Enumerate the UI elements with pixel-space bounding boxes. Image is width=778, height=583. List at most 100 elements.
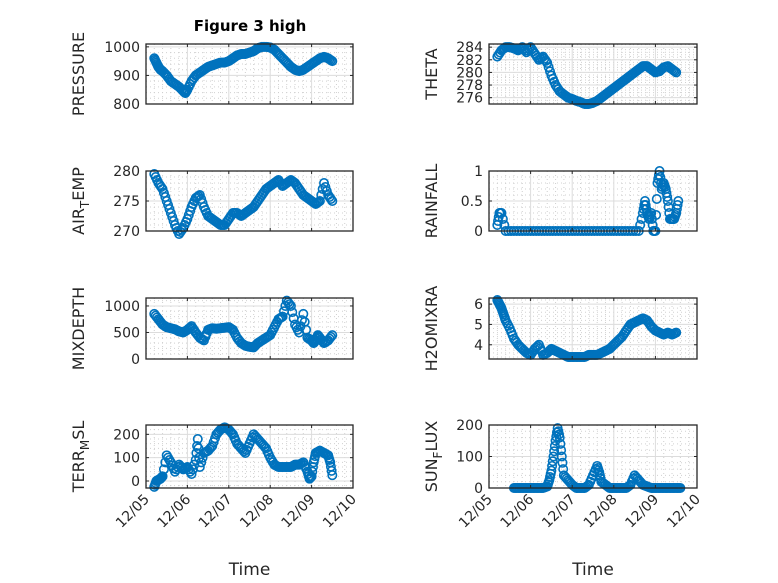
data-point [306, 471, 317, 482]
data-point [540, 55, 551, 66]
data-point [651, 210, 662, 221]
data-point [237, 444, 248, 455]
x-tick-label: 12/06 [498, 491, 538, 531]
data-point [327, 330, 338, 341]
data-point [205, 442, 216, 453]
x-axis-label: Time [571, 560, 614, 580]
data-markers [149, 41, 338, 99]
subplot-mixdepth: 0 500 1000 MIXDEPTH [69, 287, 354, 370]
y-tick-label: 0 [474, 224, 483, 240]
y-axis-label: MIXDEPTH [69, 287, 88, 370]
data-point [187, 464, 198, 475]
y-tick-label: 100 [456, 450, 483, 466]
y-tick-label: 1000 [104, 40, 140, 56]
y-tick-label: 800 [113, 97, 140, 113]
data-point [557, 457, 568, 468]
data-point [547, 460, 558, 471]
data-point [189, 459, 200, 470]
data-point [327, 56, 338, 67]
subplot-pressure: 800 900 1000 PRESSURE [69, 32, 354, 116]
x-tick-label: 12/07 [196, 492, 236, 532]
y-tick-label: 0 [474, 481, 483, 497]
subplot-sun-flux: 0 100 200 12/05 12/06 12/07 12/08 12/09 12/10 SUN… [422, 418, 704, 580]
data-point [327, 196, 338, 207]
y-axis-label: H2OMIXRA [422, 286, 441, 372]
data-point [496, 208, 507, 219]
y-tick-label: 200 [456, 418, 483, 434]
y-axis-label: TERRMSL [69, 421, 92, 494]
x-tick-label: 12/09 [622, 492, 662, 532]
data-point [556, 451, 567, 462]
data-point [285, 300, 296, 311]
data-point [549, 446, 560, 457]
x-tick-label: 12/06 [154, 491, 194, 531]
y-tick-label: 276 [456, 91, 483, 107]
data-point [669, 66, 680, 77]
data-point [283, 177, 294, 188]
data-point [672, 200, 683, 211]
data-point [671, 327, 682, 338]
data-point [277, 311, 288, 322]
data-point [186, 468, 197, 479]
data-point [546, 465, 557, 476]
y-tick-label: 0.5 [461, 194, 483, 210]
x-tick-label: 12/10 [320, 492, 360, 532]
data-point [551, 427, 562, 438]
data-markers [492, 42, 682, 110]
subplot-h2omixra: 4 5 6 H2OMIXRA [422, 286, 698, 372]
x-axis-label: Time [228, 560, 271, 580]
y-tick-label: 275 [113, 194, 140, 210]
x-tick-label: 12/08 [581, 492, 621, 532]
y-tick-label: 5 [474, 317, 483, 333]
data-markers [149, 295, 338, 353]
data-point [554, 432, 565, 443]
data-point [543, 62, 554, 73]
data-point [325, 331, 336, 342]
data-point [671, 67, 682, 78]
y-tick-label: 4 [474, 338, 483, 354]
data-point [662, 196, 673, 207]
axes-box [488, 297, 698, 360]
data-point [156, 182, 167, 193]
x-tick-label: 12/05 [456, 492, 496, 532]
y-axis-label: RAINFALL [422, 164, 441, 239]
data-point [497, 214, 508, 225]
y-tick-label: 100 [113, 451, 140, 467]
data-point [535, 53, 546, 64]
y-tick-label: 200 [113, 427, 140, 443]
y-tick-label: 500 [113, 325, 140, 341]
x-tick-label: 12/08 [237, 492, 277, 532]
y-axis-label: THETA [422, 48, 441, 100]
data-point [556, 445, 567, 456]
y-tick-label: 280 [113, 164, 140, 180]
data-point [651, 194, 662, 205]
data-markers [149, 422, 338, 492]
x-tick-label: 12/07 [539, 492, 579, 532]
data-point [327, 470, 338, 481]
data-point [287, 307, 298, 318]
data-point [635, 220, 646, 231]
data-point [325, 194, 336, 205]
y-tick-label: 278 [456, 78, 483, 94]
y-tick-label: 900 [113, 68, 140, 84]
y-tick-label: 280 [456, 65, 483, 81]
data-point [662, 192, 673, 203]
subplot-air-temp: 270 275 280 AIRTEMP [69, 164, 354, 240]
data-point [307, 197, 318, 208]
data-point [192, 433, 203, 444]
data-point [673, 196, 684, 207]
y-tick-label: 0 [131, 474, 140, 490]
data-point [196, 457, 207, 468]
data-point [542, 57, 553, 68]
data-point [158, 464, 169, 475]
data-point [157, 471, 168, 482]
data-point [555, 438, 566, 449]
data-point [176, 225, 187, 236]
subplot-rainfall: 0 0.5 1 RAINFALL [422, 164, 698, 240]
x-tick-label: 12/10 [664, 492, 704, 532]
axes-box [145, 43, 354, 105]
y-tick-label: 270 [113, 224, 140, 240]
y-tick-label: 1000 [104, 299, 140, 315]
y-axis-label: AIRTEMP [69, 167, 92, 235]
